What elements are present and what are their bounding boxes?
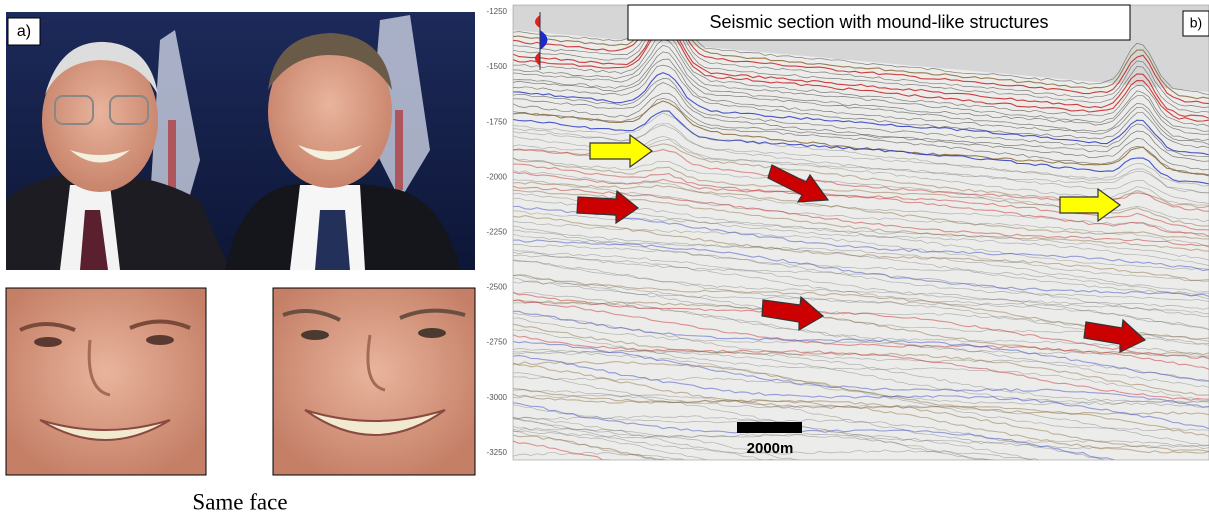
- tick-label: -2250: [487, 228, 508, 237]
- axis: -1250 -1500 -1750 -2000 -2250 -2500 -2750 -3000…: [487, 7, 508, 457]
- tick-label: -3000: [487, 393, 508, 402]
- reflector: [513, 463, 1209, 517]
- tick-label: -2000: [487, 172, 508, 181]
- tick-label: -3250: [487, 448, 508, 457]
- scale-bar: [737, 422, 802, 433]
- panel-label: a): [17, 23, 31, 40]
- tick-label: -1250: [487, 7, 508, 16]
- photo: [6, 12, 475, 270]
- tick-label: -2750: [487, 338, 508, 347]
- tick-label: -1500: [487, 62, 508, 71]
- panel-label: b): [1190, 15, 1202, 31]
- tick-label: -2500: [487, 283, 508, 292]
- scale-label: 2000m: [747, 440, 794, 457]
- seismic-image: [513, 0, 1209, 517]
- reflector: [513, 465, 1209, 517]
- figure: a) Same face Seismic secti: [0, 0, 1209, 517]
- page: a) Same face Seismic secti: [0, 0, 1209, 517]
- face-crop: [6, 288, 206, 475]
- reflector: [513, 452, 1209, 508]
- tick-label: -1750: [487, 117, 508, 126]
- face-crop: [273, 288, 475, 475]
- caption: Same face: [192, 489, 287, 514]
- panel-title: Seismic section with mound-like structur…: [709, 12, 1048, 32]
